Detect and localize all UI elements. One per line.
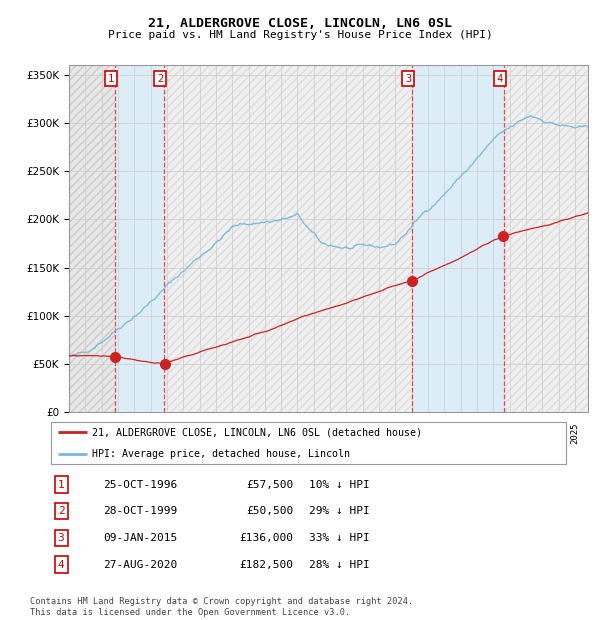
Text: 28-OCT-1999: 28-OCT-1999: [103, 506, 177, 516]
Text: HPI: Average price, detached house, Lincoln: HPI: Average price, detached house, Linc…: [92, 449, 350, 459]
Text: 2: 2: [58, 506, 64, 516]
Text: 21, ALDERGROVE CLOSE, LINCOLN, LN6 0SL: 21, ALDERGROVE CLOSE, LINCOLN, LN6 0SL: [148, 17, 452, 30]
Bar: [164, 65, 412, 412]
Bar: [164, 65, 412, 412]
Text: 1: 1: [58, 479, 64, 490]
Text: 25-OCT-1996: 25-OCT-1996: [103, 479, 177, 490]
Text: Price paid vs. HM Land Registry's House Price Index (HPI): Price paid vs. HM Land Registry's House …: [107, 30, 493, 40]
Text: £57,500: £57,500: [246, 479, 293, 490]
Text: 1: 1: [108, 74, 114, 84]
Text: 10% ↓ HPI: 10% ↓ HPI: [309, 479, 370, 490]
Text: 3: 3: [58, 533, 64, 543]
Text: 4: 4: [497, 74, 503, 84]
Text: 29% ↓ HPI: 29% ↓ HPI: [309, 506, 370, 516]
Text: 3: 3: [405, 74, 411, 84]
Bar: [504, 65, 588, 412]
Bar: [504, 65, 588, 412]
Bar: [115, 65, 164, 412]
Text: 09-JAN-2015: 09-JAN-2015: [103, 533, 177, 543]
Bar: [412, 65, 504, 412]
Text: £136,000: £136,000: [239, 533, 293, 543]
Text: 33% ↓ HPI: 33% ↓ HPI: [309, 533, 370, 543]
Text: 4: 4: [58, 559, 64, 570]
Text: 27-AUG-2020: 27-AUG-2020: [103, 559, 177, 570]
Text: 28% ↓ HPI: 28% ↓ HPI: [309, 559, 370, 570]
Bar: [69, 65, 115, 412]
Text: 2: 2: [157, 74, 163, 84]
Text: 21, ALDERGROVE CLOSE, LINCOLN, LN6 0SL (detached house): 21, ALDERGROVE CLOSE, LINCOLN, LN6 0SL (…: [92, 427, 422, 437]
FancyBboxPatch shape: [50, 422, 566, 464]
Text: £50,500: £50,500: [246, 506, 293, 516]
Bar: [69, 65, 115, 412]
Text: Contains HM Land Registry data © Crown copyright and database right 2024.
This d: Contains HM Land Registry data © Crown c…: [30, 598, 413, 617]
Text: £182,500: £182,500: [239, 559, 293, 570]
